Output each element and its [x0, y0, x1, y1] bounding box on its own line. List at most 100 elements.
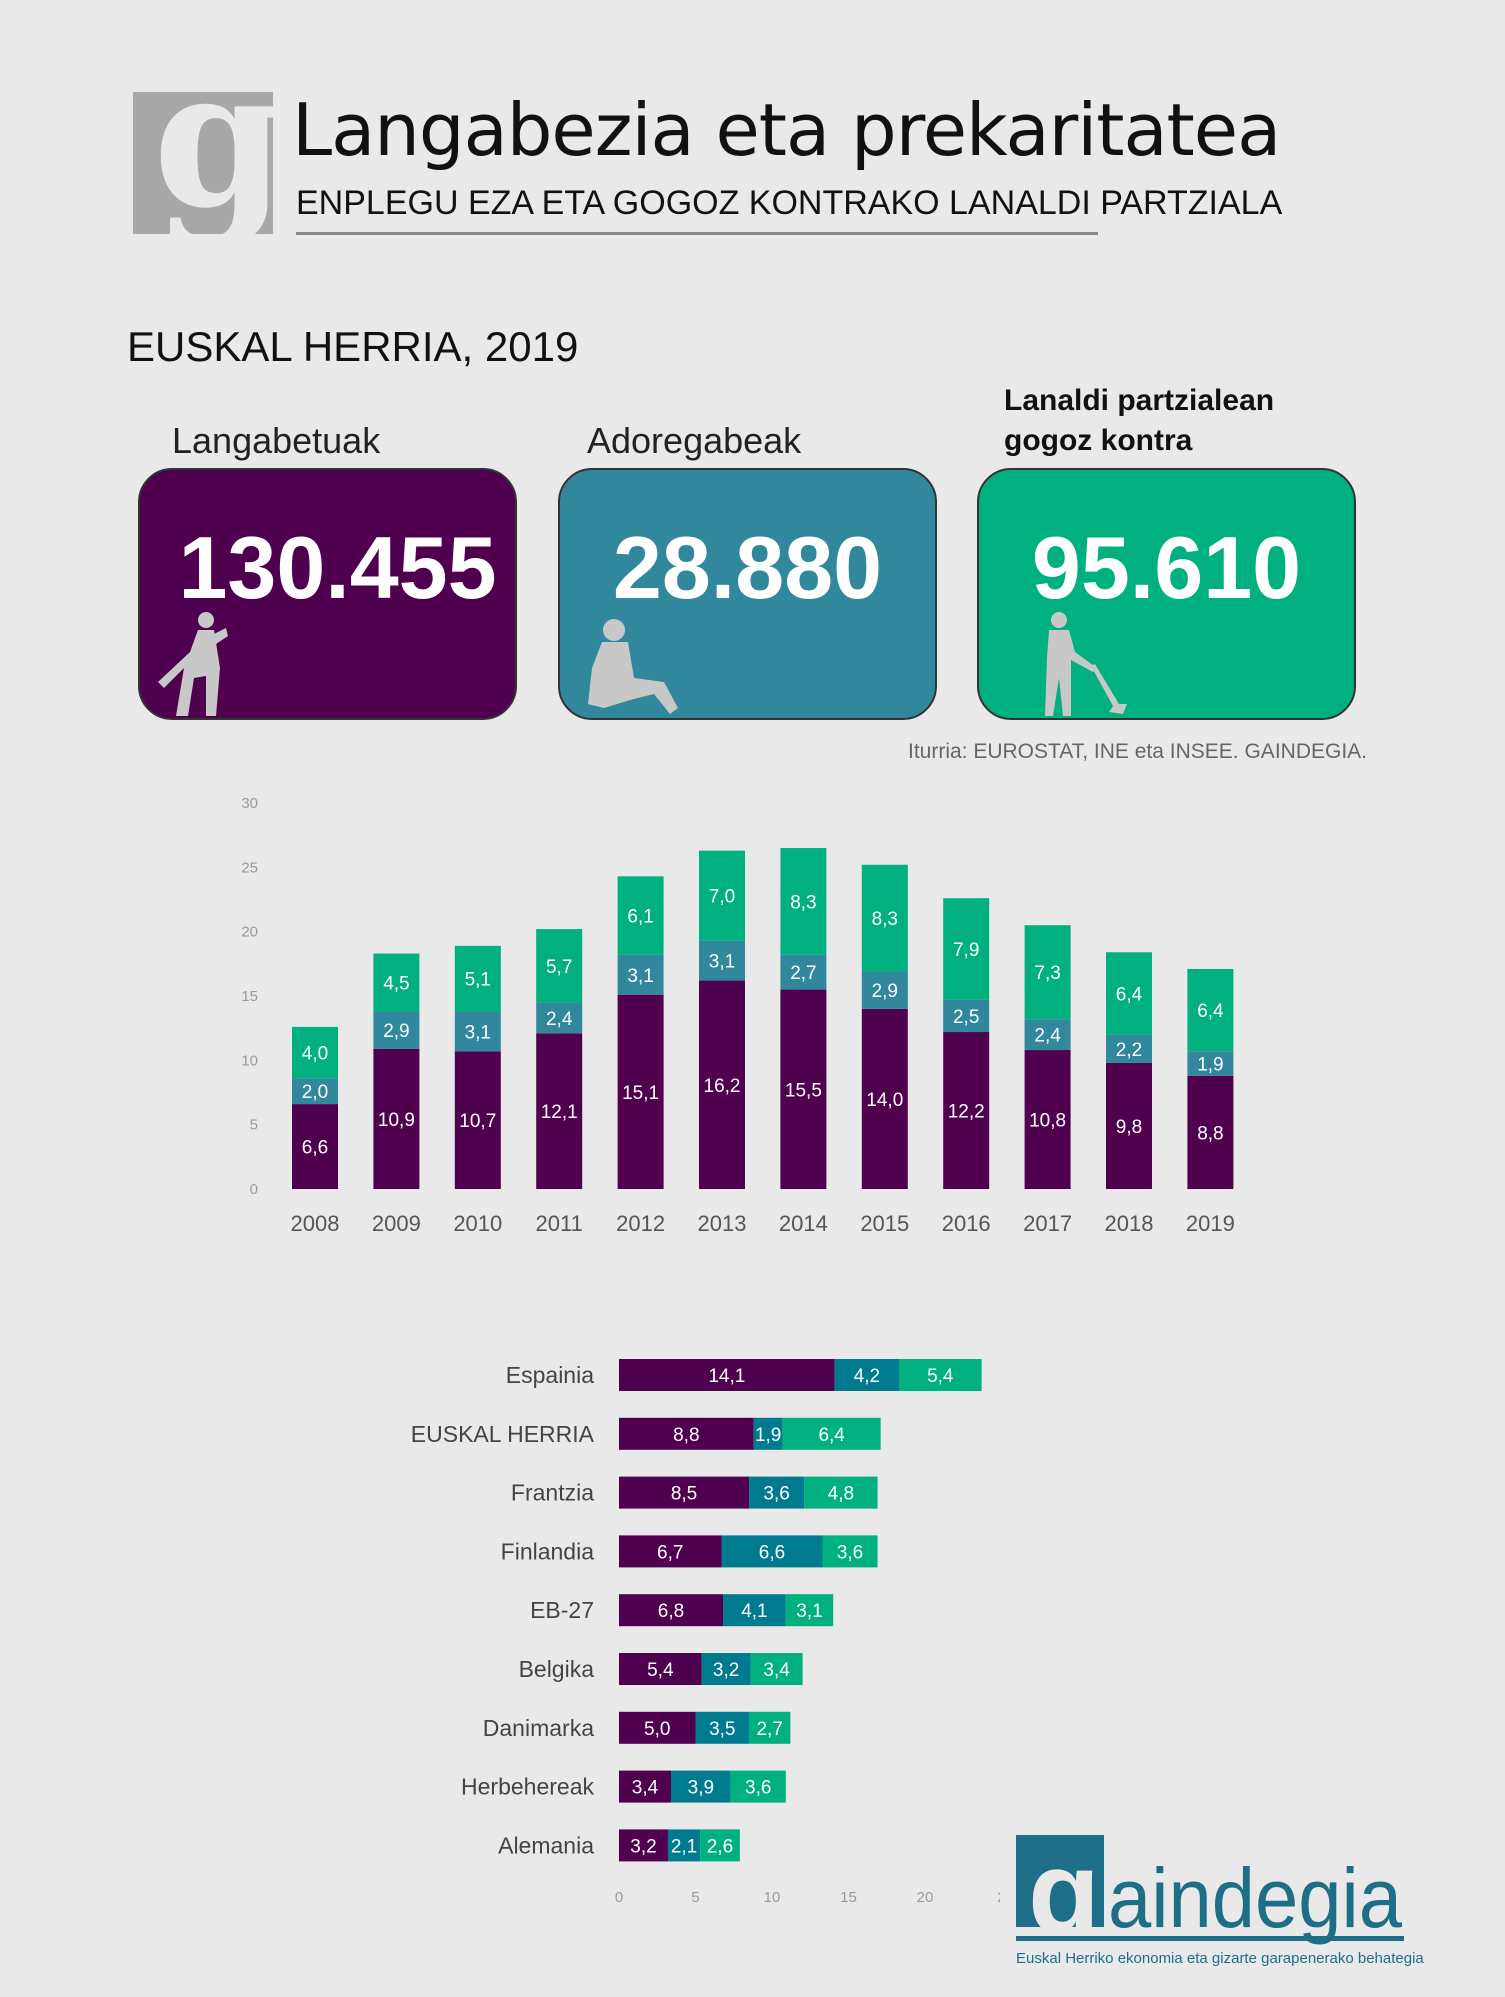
y-tick-label: 25 [241, 859, 258, 876]
data-label: 4,1 [741, 1601, 767, 1622]
bar-segment [671, 1770, 731, 1803]
bar-segment [619, 1653, 702, 1685]
category-label: Danimarka [483, 1715, 594, 1741]
region-heading: EUSKAL HERRIA, 2019 [127, 323, 579, 370]
data-label: 7,0 [709, 887, 735, 908]
bar-segment [701, 1653, 751, 1685]
data-label: 6,6 [759, 1542, 785, 1563]
bar-segment [861, 1008, 908, 1189]
worker-shovel-icon [1045, 612, 1127, 716]
data-label: 2,4 [546, 1009, 573, 1030]
sad-person-icon [158, 612, 228, 716]
data-label: 6,4 [818, 1425, 845, 1446]
svg-text:g: g [1028, 1835, 1100, 1945]
data-label: 16,2 [704, 1076, 741, 1097]
data-label: 7,9 [953, 940, 979, 961]
x-tick-label: 0 [615, 1889, 623, 1906]
data-label: 8,3 [872, 909, 898, 930]
data-label: 4,2 [854, 1366, 880, 1387]
bar-segment [292, 1078, 338, 1105]
kpi-card-parttime: 95.610 [977, 468, 1356, 720]
data-label: 5,4 [647, 1660, 674, 1681]
bar-segment [619, 1829, 668, 1862]
bar-segment [721, 1535, 823, 1568]
bar-segment [822, 1535, 878, 1568]
page-subtitle: ENPLEGU EZA ETA GOGOZ KONTRAKO LANALDI P… [296, 184, 1283, 222]
x-tick-label: 2010 [453, 1211, 502, 1236]
bar-segment [617, 954, 664, 995]
data-label: 6,1 [627, 907, 653, 928]
category-label: Alemania [498, 1832, 594, 1858]
data-label: 14,1 [708, 1366, 745, 1387]
bar-segment [1187, 1051, 1234, 1076]
bar-segment [454, 1051, 501, 1189]
bar-segment [898, 1359, 982, 1391]
bar-segment [619, 1359, 835, 1391]
x-tick-label: 2019 [1186, 1211, 1235, 1236]
data-label: 2,6 [707, 1836, 733, 1857]
bar-segment [1106, 1062, 1152, 1189]
bar-segment [780, 954, 827, 990]
bar-segment [749, 1711, 791, 1744]
page-title: Langabezia eta prekaritatea [292, 88, 1281, 172]
kpi-label-unemployed: Langabetuak [172, 420, 381, 461]
bar-segment [454, 945, 501, 1012]
bar-segment [619, 1535, 722, 1568]
bar-segment [1024, 925, 1071, 1020]
bar-segment [730, 1770, 786, 1803]
data-label: 4,8 [828, 1484, 854, 1505]
bar-segment [780, 848, 827, 955]
data-label: 2,5 [953, 1007, 979, 1028]
data-label: 2,7 [756, 1719, 782, 1740]
bar-segment [373, 953, 420, 1012]
data-label: 3,6 [763, 1484, 789, 1505]
data-label: 2,9 [872, 981, 898, 1002]
x-tick-label: 2016 [942, 1211, 991, 1236]
subtitle-underline [296, 232, 1098, 235]
g-logo: g [133, 92, 273, 234]
data-label: 12,2 [948, 1102, 985, 1123]
x-tick-label: 2013 [698, 1211, 747, 1236]
logo-wordmark: aindegia [1108, 1851, 1402, 1945]
category-label: Espainia [506, 1362, 594, 1388]
bar-segment [943, 898, 990, 1000]
x-tick-label: 2014 [779, 1211, 828, 1236]
data-label: 3,5 [709, 1719, 735, 1740]
data-label: 8,8 [673, 1425, 699, 1446]
bar-segment [619, 1476, 750, 1509]
data-label: 4,0 [302, 1044, 328, 1065]
data-label: 10,8 [1029, 1111, 1066, 1132]
bar-segment [1106, 952, 1152, 1035]
data-label: 3,2 [713, 1660, 739, 1681]
bar-segment [753, 1417, 783, 1450]
sitting-person-icon [588, 619, 678, 714]
data-label: 2,1 [671, 1836, 697, 1857]
y-tick-label: 15 [241, 988, 258, 1005]
bar-segment [804, 1476, 878, 1509]
data-label: 5,0 [644, 1719, 670, 1740]
data-label: 2,2 [1116, 1040, 1142, 1061]
data-label: 3,4 [763, 1660, 790, 1681]
bar-segment [1187, 1075, 1234, 1189]
y-tick-label: 5 [250, 1117, 258, 1134]
category-label: EUSKAL HERRIA [411, 1421, 595, 1447]
logo-tagline: Euskal Herriko ekonomia eta gizarte gara… [1016, 1950, 1424, 1967]
data-label: 10,7 [459, 1111, 496, 1132]
data-label: 15,1 [622, 1083, 659, 1104]
data-label: 5,7 [546, 957, 572, 978]
bar-segment [1106, 1034, 1152, 1063]
bar-segment [943, 1032, 990, 1189]
kpi-label-line2: gogoz kontra [1004, 424, 1193, 457]
data-label: 6,6 [302, 1138, 328, 1159]
x-tick-label: 2008 [291, 1211, 340, 1236]
y-tick-label: 10 [241, 1052, 258, 1069]
x-tick-label: 10 [764, 1889, 781, 1906]
data-label: 2,7 [790, 963, 816, 984]
logo-letter: g [153, 92, 273, 234]
bar-segment [667, 1829, 701, 1862]
x-tick-label: 2011 [536, 1211, 583, 1236]
bar-segment [699, 850, 745, 941]
bar-segment [785, 1594, 834, 1627]
data-label: 8,5 [671, 1484, 697, 1505]
x-tick-label: 2017 [1023, 1211, 1072, 1236]
